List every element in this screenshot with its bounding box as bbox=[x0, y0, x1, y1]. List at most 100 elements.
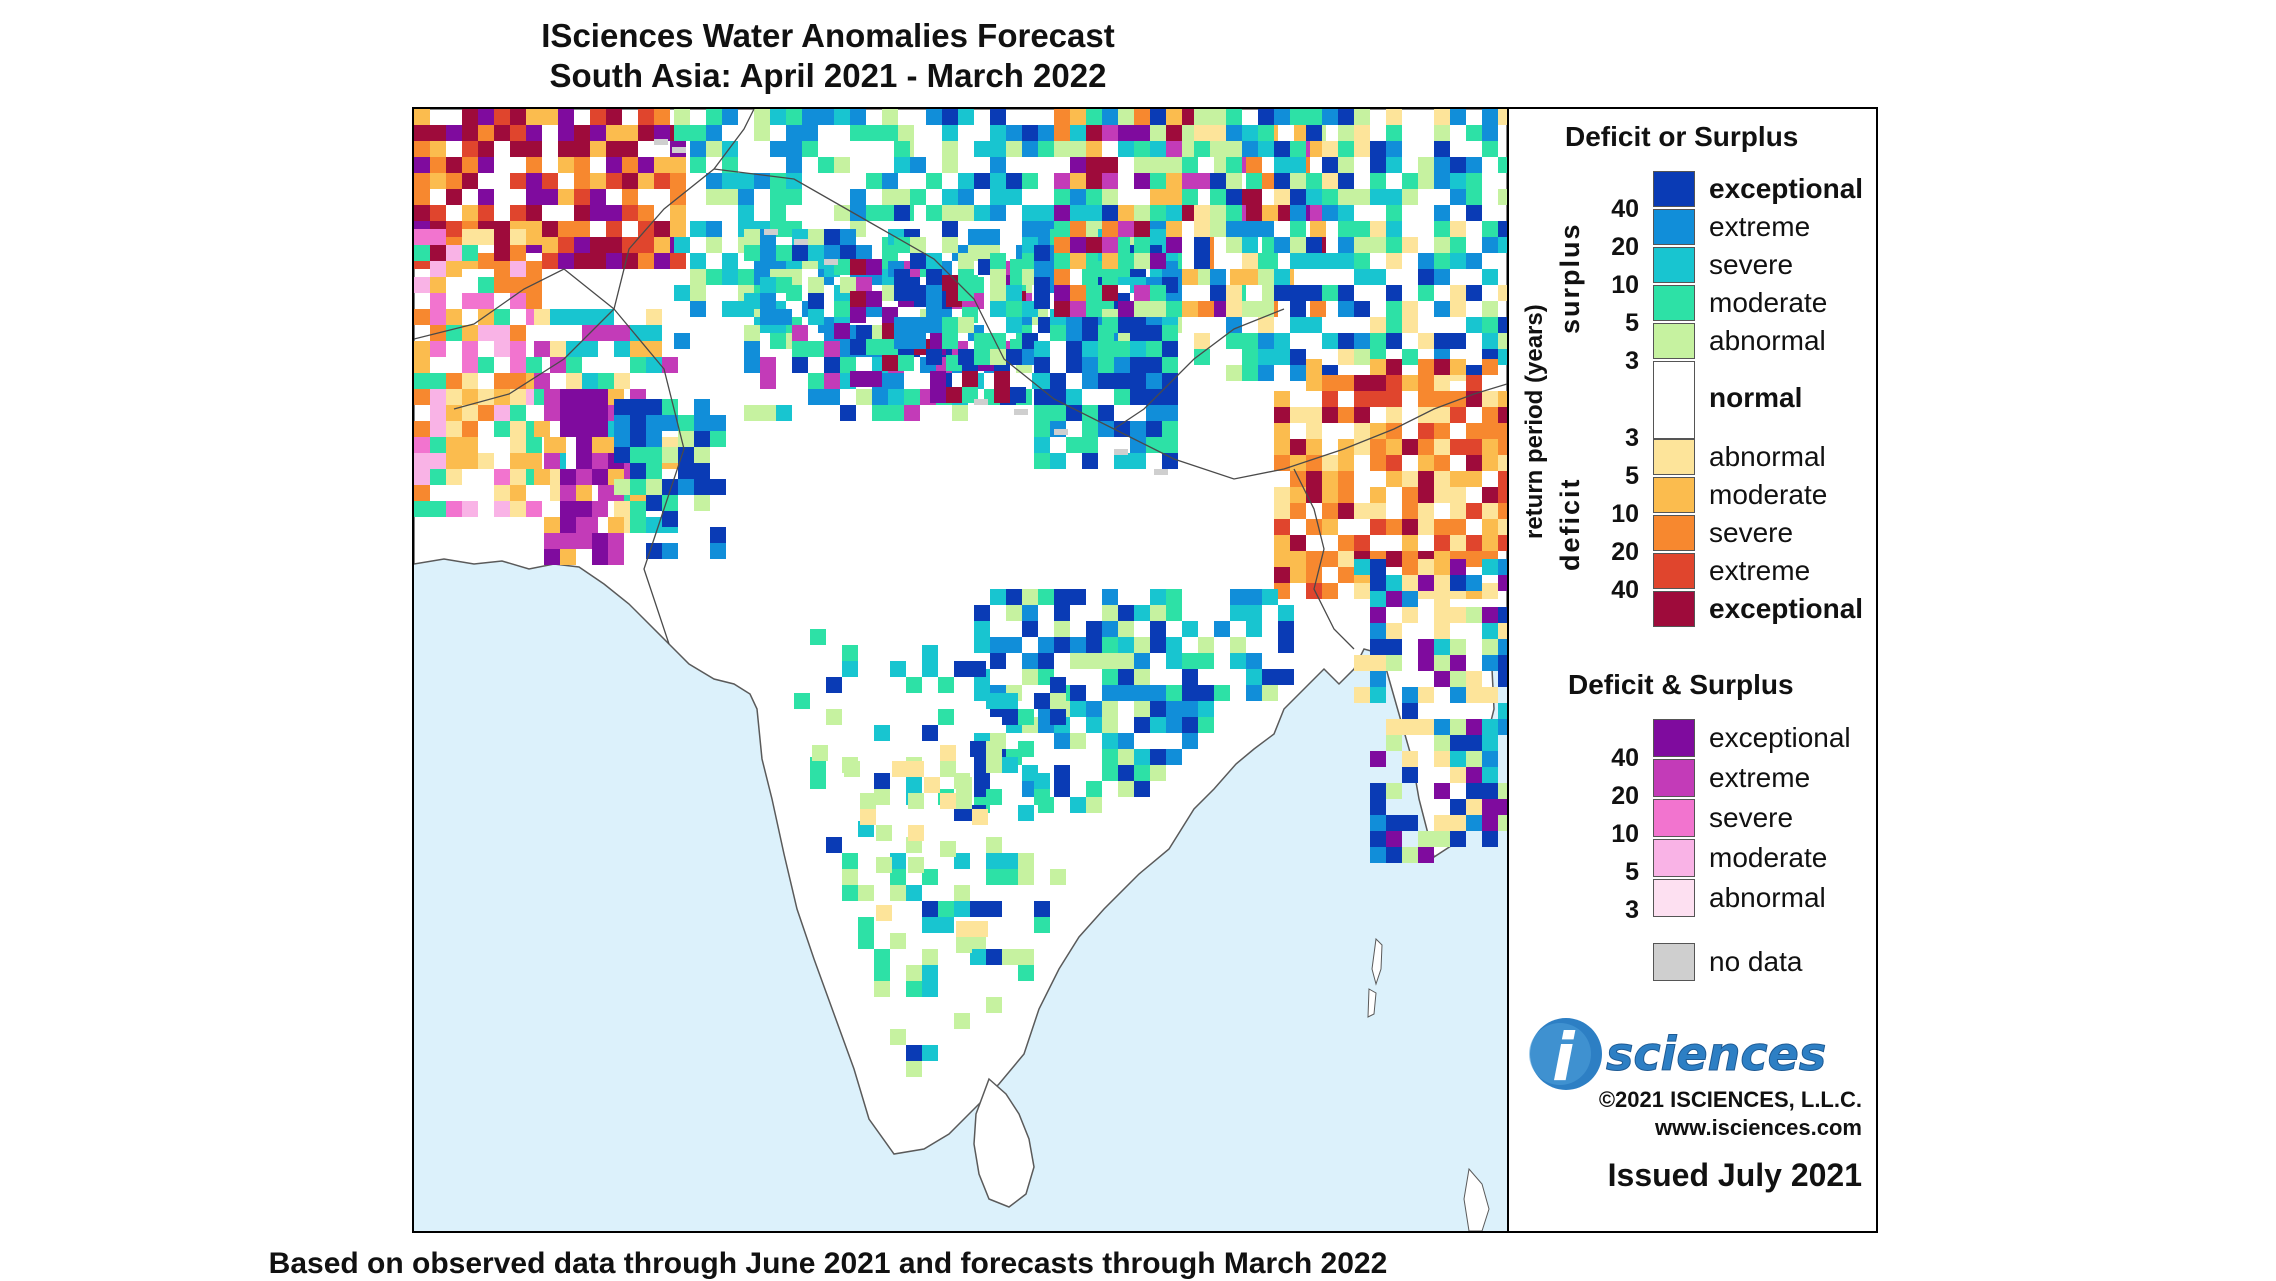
anomaly-cell bbox=[646, 357, 662, 373]
anomaly-cell bbox=[940, 793, 956, 809]
anomaly-cell bbox=[1434, 375, 1450, 391]
anomaly-cell bbox=[722, 157, 738, 173]
anomaly-cell bbox=[1338, 237, 1354, 253]
label-surplus-exceptional: exceptional bbox=[1709, 173, 1864, 204]
anomaly-cell bbox=[792, 341, 808, 357]
anomaly-cell bbox=[582, 373, 598, 389]
anomaly-cell bbox=[446, 421, 462, 437]
anomaly-cell bbox=[1274, 423, 1290, 439]
anomaly-cell bbox=[894, 189, 910, 205]
anomaly-cell bbox=[858, 885, 874, 901]
anomaly-cell bbox=[1370, 173, 1386, 189]
anomaly-cell bbox=[970, 661, 986, 677]
anomaly-cell bbox=[646, 341, 662, 357]
anomaly-cell bbox=[1210, 125, 1226, 141]
anomaly-cell bbox=[1386, 359, 1402, 375]
anomaly-cell bbox=[1018, 869, 1034, 885]
anomaly-cell bbox=[446, 501, 462, 517]
anomaly-cell bbox=[956, 793, 972, 809]
anomaly-cell bbox=[1418, 575, 1434, 591]
anomaly-cell bbox=[826, 677, 842, 693]
anomaly-cell bbox=[1198, 301, 1214, 317]
anomaly-cell bbox=[526, 125, 542, 141]
anomaly-cell bbox=[1434, 359, 1450, 375]
anomaly-cell bbox=[1322, 551, 1338, 567]
anomaly-cell bbox=[802, 109, 818, 125]
anomaly-cell bbox=[1434, 535, 1450, 551]
anomaly-cell bbox=[510, 205, 526, 221]
anomaly-cell bbox=[1166, 221, 1182, 237]
anomaly-cell bbox=[1118, 749, 1134, 765]
anomaly-cell bbox=[494, 309, 510, 325]
anomaly-cell bbox=[1018, 853, 1034, 869]
anomaly-cell bbox=[906, 1061, 922, 1077]
anomaly-cell bbox=[1102, 605, 1118, 621]
anomaly-cell bbox=[1022, 221, 1038, 237]
anomaly-cell bbox=[494, 485, 510, 501]
anomaly-cell bbox=[1466, 471, 1482, 487]
anomaly-cell bbox=[908, 761, 924, 777]
anomaly-cell bbox=[1034, 245, 1050, 261]
anomaly-cell bbox=[1002, 949, 1018, 965]
anomaly-cell bbox=[1166, 237, 1182, 253]
anomaly-cell bbox=[690, 221, 706, 237]
anomaly-cell bbox=[1434, 301, 1450, 317]
anomaly-cell bbox=[510, 173, 526, 189]
anomaly-cell bbox=[1274, 285, 1290, 301]
anomaly-cell bbox=[1150, 125, 1166, 141]
anomaly-cell bbox=[856, 277, 872, 293]
anomaly-cell bbox=[1066, 325, 1082, 341]
anomaly-cell bbox=[494, 325, 510, 341]
anomaly-cell bbox=[1466, 671, 1482, 687]
anomaly-cell bbox=[760, 357, 776, 373]
anomaly-cell bbox=[1034, 277, 1050, 293]
anomaly-cell bbox=[706, 173, 722, 189]
anomaly-cell bbox=[630, 431, 646, 447]
anomaly-cell bbox=[1434, 423, 1450, 439]
anomaly-cell bbox=[1322, 205, 1338, 221]
anomaly-cell bbox=[1022, 205, 1038, 221]
anomaly-cell bbox=[1086, 717, 1102, 733]
anomaly-cell bbox=[510, 501, 526, 517]
anomaly-cell bbox=[1450, 735, 1466, 751]
anomaly-cell bbox=[1338, 349, 1354, 365]
anomaly-cell bbox=[1210, 141, 1226, 157]
anomaly-cell bbox=[446, 157, 462, 173]
anomaly-cell bbox=[1418, 253, 1434, 269]
anomaly-cell bbox=[1086, 141, 1102, 157]
anomaly-cell bbox=[1146, 437, 1162, 453]
anomaly-cell bbox=[1278, 605, 1294, 621]
anomaly-cell bbox=[1102, 285, 1118, 301]
anomaly-cell bbox=[802, 125, 818, 141]
anomaly-cell bbox=[1322, 189, 1338, 205]
anomaly-cell bbox=[1066, 357, 1082, 373]
anomaly-cell bbox=[1182, 717, 1198, 733]
anomaly-cell bbox=[1434, 407, 1450, 423]
anomaly-cell bbox=[1054, 589, 1070, 605]
anomaly-cell bbox=[1450, 719, 1466, 735]
anomaly-cell bbox=[560, 469, 576, 485]
anomaly-cell bbox=[1386, 157, 1402, 173]
anomaly-cell bbox=[1386, 735, 1402, 751]
anomaly-cell bbox=[1242, 301, 1258, 317]
anomaly-cell bbox=[590, 109, 606, 125]
anomaly-cell bbox=[606, 221, 622, 237]
anomaly-cell bbox=[1290, 535, 1306, 551]
anomaly-cell bbox=[1354, 503, 1370, 519]
anomaly-cell bbox=[1370, 439, 1386, 455]
anomaly-cell bbox=[462, 141, 478, 157]
anomaly-cell bbox=[1354, 237, 1370, 253]
isciences-logo: i sciences bbox=[1520, 1012, 1880, 1096]
anomaly-cell bbox=[744, 357, 760, 373]
anomaly-cell bbox=[1054, 205, 1070, 221]
anomaly-cell bbox=[462, 245, 478, 261]
anomaly-cell bbox=[842, 853, 858, 869]
anomaly-cell bbox=[1354, 109, 1370, 125]
anomaly-cell bbox=[1338, 189, 1354, 205]
anomaly-cell bbox=[1418, 423, 1434, 439]
anomaly-cell bbox=[694, 495, 710, 511]
anomaly-cell bbox=[1354, 655, 1370, 671]
anomaly-cell bbox=[1418, 719, 1434, 735]
anomaly-cell bbox=[910, 237, 926, 253]
anomaly-cell bbox=[1274, 519, 1290, 535]
